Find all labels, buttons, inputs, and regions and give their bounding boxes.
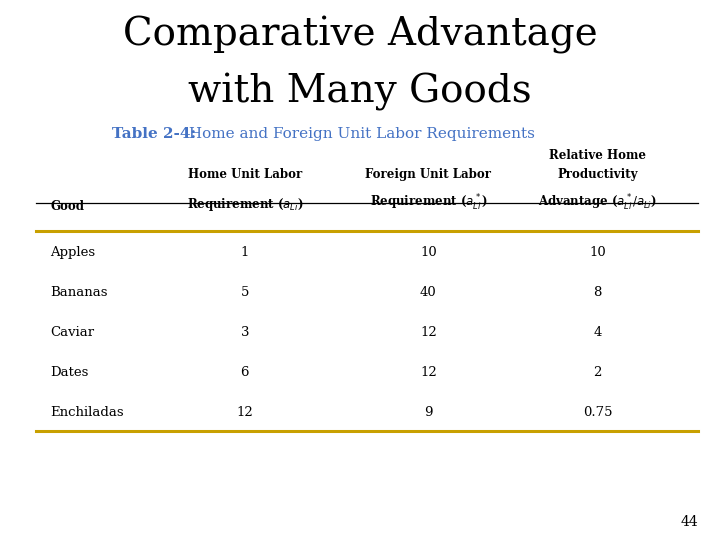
Text: 6: 6: [240, 366, 249, 379]
Text: 10: 10: [420, 246, 437, 259]
Text: with Many Goods: with Many Goods: [188, 73, 532, 111]
Text: Relative Home: Relative Home: [549, 149, 646, 162]
Text: 44: 44: [680, 515, 698, 529]
Text: Requirement ($\mathit{a}_{Li}$): Requirement ($\mathit{a}_{Li}$): [186, 197, 303, 213]
Text: 9: 9: [424, 406, 433, 419]
Text: Productivity: Productivity: [557, 168, 638, 181]
Text: Comparative Advantage: Comparative Advantage: [122, 16, 598, 54]
Text: 1: 1: [240, 246, 249, 259]
Text: 12: 12: [236, 406, 253, 419]
Text: Dates: Dates: [50, 366, 89, 379]
Text: 40: 40: [420, 286, 437, 299]
Text: Home Unit Labor: Home Unit Labor: [188, 168, 302, 181]
Text: Advantage ($\mathit{a}^*_{Li}/\mathit{a}_{Li}$): Advantage ($\mathit{a}^*_{Li}/\mathit{a}…: [538, 193, 657, 213]
Text: Bananas: Bananas: [50, 286, 108, 299]
Text: Good: Good: [50, 200, 84, 213]
Text: 3: 3: [240, 326, 249, 339]
Text: 12: 12: [420, 326, 437, 339]
Text: Foreign Unit Labor: Foreign Unit Labor: [365, 168, 491, 181]
Text: Enchiladas: Enchiladas: [50, 406, 124, 419]
Text: 4: 4: [593, 326, 602, 339]
Text: Requirement ($\mathit{a}^*_{Li}$): Requirement ($\mathit{a}^*_{Li}$): [369, 193, 487, 213]
Text: 8: 8: [593, 286, 602, 299]
Text: 5: 5: [240, 286, 249, 299]
Text: Apples: Apples: [50, 246, 96, 259]
Text: 2: 2: [593, 366, 602, 379]
Text: 12: 12: [420, 366, 437, 379]
Text: Table 2-4:: Table 2-4:: [112, 127, 196, 141]
Text: 0.75: 0.75: [583, 406, 612, 419]
Text: Home and Foreign Unit Labor Requirements: Home and Foreign Unit Labor Requirements: [184, 127, 534, 141]
Text: 10: 10: [589, 246, 606, 259]
Text: Caviar: Caviar: [50, 326, 94, 339]
